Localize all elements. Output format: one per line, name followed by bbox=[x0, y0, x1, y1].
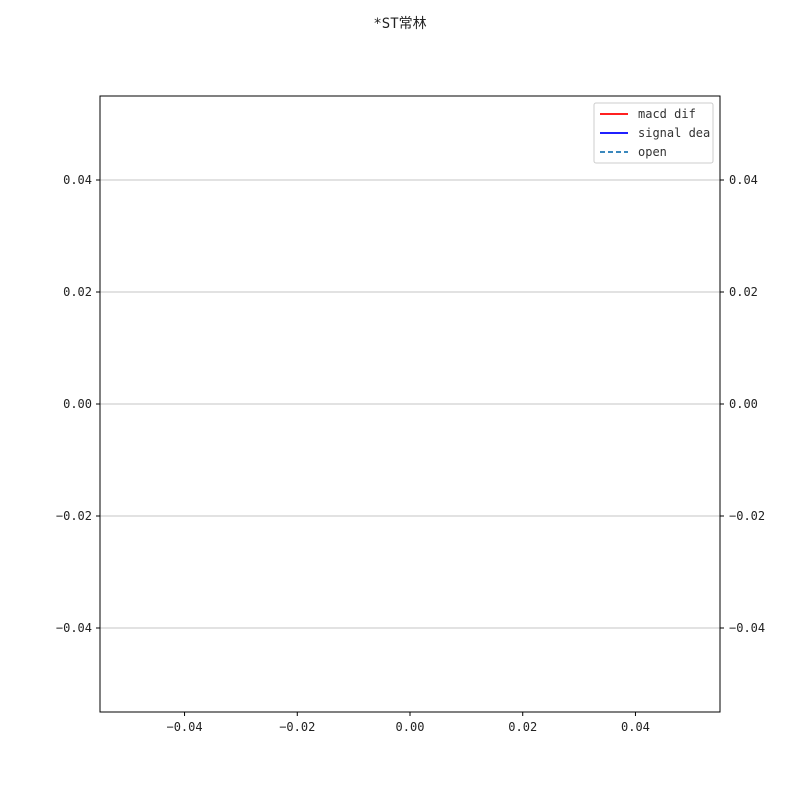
y-tick-label-right: −0.02 bbox=[729, 509, 765, 523]
x-axis: −0.04 −0.02 0.00 0.02 0.04 bbox=[166, 712, 650, 734]
y-axis-left: 0.04 0.02 0.00 −0.02 −0.04 bbox=[56, 173, 100, 635]
grid-lines bbox=[100, 179, 720, 629]
x-tick-label: −0.02 bbox=[279, 720, 315, 734]
x-tick-label: 0.02 bbox=[508, 720, 537, 734]
legend-label: open bbox=[638, 145, 667, 159]
y-axis-right: 0.04 0.02 0.00 −0.02 −0.04 bbox=[720, 173, 765, 635]
y-tick-label-left: −0.02 bbox=[56, 509, 92, 523]
legend-label: macd dif bbox=[638, 107, 696, 121]
y-tick-label-right: −0.04 bbox=[729, 621, 765, 635]
y-tick-label-right: 0.04 bbox=[729, 173, 758, 187]
y-tick-label-left: −0.04 bbox=[56, 621, 92, 635]
x-tick-label: 0.00 bbox=[396, 720, 425, 734]
x-tick-label: 0.04 bbox=[621, 720, 650, 734]
y-tick-label-right: 0.00 bbox=[729, 397, 758, 411]
y-tick-label-right: 0.02 bbox=[729, 285, 758, 299]
chart-title: *ST常林 bbox=[373, 16, 426, 32]
legend-box bbox=[593, 102, 714, 164]
legend-label: signal dea bbox=[638, 126, 710, 140]
y-tick-label-left: 0.02 bbox=[63, 285, 92, 299]
x-tick-label: −0.04 bbox=[166, 720, 202, 734]
y-tick-label-left: 0.04 bbox=[63, 173, 92, 187]
legend-entries: macd dif signal dea open bbox=[600, 107, 710, 159]
legend: macd dif signal dea open bbox=[593, 102, 714, 164]
y-tick-label-left: 0.00 bbox=[63, 397, 92, 411]
